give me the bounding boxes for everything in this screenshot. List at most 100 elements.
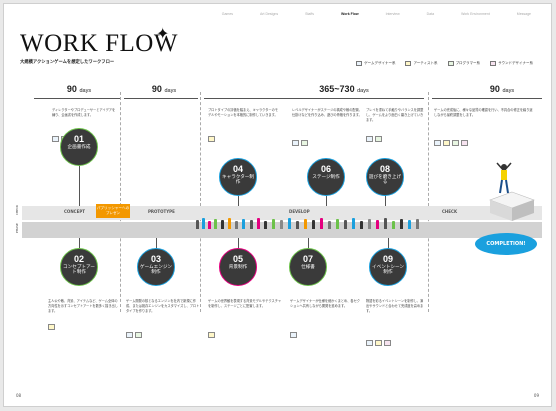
nav-item-games[interactable]: Games <box>221 12 234 16</box>
legend-swatch-icon <box>356 61 363 66</box>
artist-icon <box>443 140 450 146</box>
phase-concept: CONCEPT <box>64 209 86 214</box>
staff-figure-icon <box>336 219 339 229</box>
duration-line <box>204 98 424 99</box>
stem-line <box>238 236 239 250</box>
staff-figure-icon <box>288 218 291 229</box>
staff-figure-icon <box>352 218 355 229</box>
step-04-description: プロトタイプの評価を踏まえ、キャラクターのモデルやモーションを本格的に制作してい… <box>208 108 278 117</box>
stem-line <box>308 236 309 250</box>
stem-line <box>79 236 80 250</box>
timeline-band-bottom <box>22 222 542 238</box>
stem-line <box>156 236 157 250</box>
staff-figure-icon <box>376 220 379 229</box>
nav-item-work-flow[interactable]: Work Flow <box>341 12 359 16</box>
step-05-circle: 05 背景制作 <box>219 248 257 286</box>
designer-icon <box>290 332 297 338</box>
role-legend: ゲームデザイナー系 アーティスト系 プログラマー系 サウンドデザイナー系 <box>356 61 533 66</box>
step-08-circle: 08 遊びを磨き上げる <box>366 158 404 196</box>
duration-check: 90 days <box>489 84 515 94</box>
staff-figure-icon <box>312 220 315 229</box>
step-07-description: ゲームデザイナーが仕様を細かくまとめ、各セクションへ共有しながら開発を進めます。 <box>290 299 360 308</box>
nav-item-art-designs[interactable]: Art Designs <box>260 12 279 16</box>
step-03-circle: 03 ゲームエンジン制作 <box>137 248 175 286</box>
step-04-circle: 04 キャラクター制作 <box>219 158 257 196</box>
staff-figure-icon <box>264 221 267 229</box>
role-icons <box>208 332 215 338</box>
staff-figure-icon <box>221 220 224 229</box>
role-icons <box>292 140 308 146</box>
step-03-description: ゲーム開発の核となるエンジンを社内で新規に作成、または既存エンジンをカスタマイズ… <box>126 299 200 313</box>
staff-figure-icon <box>250 220 253 229</box>
duration-develop: 365~730 days <box>319 84 369 94</box>
duration-prototype: 90 days <box>151 84 177 94</box>
nav-item-staffs[interactable]: Staffs <box>305 12 314 16</box>
step-06-circle: 06 ステージ制作 <box>307 158 345 196</box>
programmer-icon <box>452 140 459 146</box>
step-02-description: 主人公や敵、背景、アイテムなど、ゲーム全体の方向性を示すコンセプトアートを数多く… <box>48 299 118 313</box>
staff-figure-icon <box>208 221 211 229</box>
axis-label-phase: PHASE <box>14 223 19 233</box>
programmer-icon <box>135 332 142 338</box>
page-number-right: 09 <box>533 393 539 398</box>
staff-figure-icon <box>408 220 411 229</box>
stem-line <box>388 236 389 250</box>
publisher-presentation-tag: パブリッシャーへのプレゼン <box>96 204 130 218</box>
nav-item-data[interactable]: Data <box>426 12 435 16</box>
duration-line <box>432 98 542 99</box>
check-description: ゲームの完成後に、様々な品質の確認を行い、不具合の修正を繰り返しながら最終調整を… <box>434 108 533 117</box>
step-05-description: ゲームの世界観を表現する背景モデルやテクスチャを制作し、ステージごとに配置します… <box>208 299 282 308</box>
celebrating-person-icon <box>496 162 512 194</box>
legend-item: ゲームデザイナー系 <box>356 61 395 66</box>
stem-line <box>326 194 327 210</box>
staff-figure-icon <box>304 219 307 229</box>
staff-figure-icon <box>344 220 347 229</box>
staff-figure-icon <box>320 218 323 229</box>
nav-item-message[interactable]: Message <box>516 12 531 16</box>
sound-icon <box>384 340 391 346</box>
artist-icon <box>208 332 215 338</box>
role-icons <box>126 332 142 338</box>
step-07-circle: 07 仕様書 <box>289 248 327 286</box>
staff-figure-icon <box>242 219 245 229</box>
artist-icon <box>375 340 382 346</box>
step-08-description: プレイを重ねて手触りやバランスを調整し、ゲームをより面白く磨き上げていきます。 <box>366 108 424 122</box>
sound-icon <box>461 140 468 146</box>
staff-crowd <box>194 215 434 229</box>
duration-line <box>34 98 120 99</box>
nav-item-interview[interactable]: Interview <box>385 12 400 16</box>
designer-icon <box>434 140 441 146</box>
page-subtitle: 大規模アクションゲームを想定したワークフロー <box>20 60 115 65</box>
phase-divider <box>428 92 429 312</box>
step-01-circle: 01 企画書作成 <box>60 128 98 166</box>
duration-line <box>124 98 198 99</box>
staff-figure-icon <box>196 220 199 229</box>
timeline-band-top <box>22 206 542 220</box>
staff-figure-icon <box>328 221 331 229</box>
programmer-icon <box>301 140 308 146</box>
designer-icon <box>366 340 373 346</box>
role-icons <box>434 140 468 146</box>
legend-swatch-icon <box>405 61 412 66</box>
step-01-description: ディレクターやプロデューサーとアイデアを練り、企画書を作成します。 <box>52 108 116 117</box>
staff-figure-icon <box>214 219 217 229</box>
legend-item: サウンドデザイナー系 <box>490 61 533 66</box>
stem-line <box>385 194 386 210</box>
nav-item-work-environment[interactable]: Work Environment <box>461 12 490 16</box>
staff-figure-icon <box>368 219 371 229</box>
top-nav: Games Art Designs Staffs Work Flow Inter… <box>195 12 531 16</box>
step-02-circle: 02 コンセプトアート制作 <box>60 248 98 286</box>
page-number-left: 08 <box>16 393 22 398</box>
staff-figure-icon <box>202 218 205 229</box>
staff-figure-icon <box>416 219 419 229</box>
step-09-circle: 09 イベントシーン制作 <box>369 248 407 286</box>
role-icons <box>48 324 55 330</box>
staff-figure-icon <box>257 218 260 229</box>
staff-figure-icon <box>384 218 387 229</box>
legend-swatch-icon <box>490 61 497 66</box>
artist-icon <box>48 324 55 330</box>
phase-develop: DEVELOP <box>289 209 310 214</box>
step-06-description: レベルデザイナーがステージの構成や敵の配置、仕掛けなどを作り込み、遊びの骨格を作… <box>292 108 362 117</box>
staff-figure-icon <box>296 221 299 229</box>
phase-divider <box>200 92 201 312</box>
